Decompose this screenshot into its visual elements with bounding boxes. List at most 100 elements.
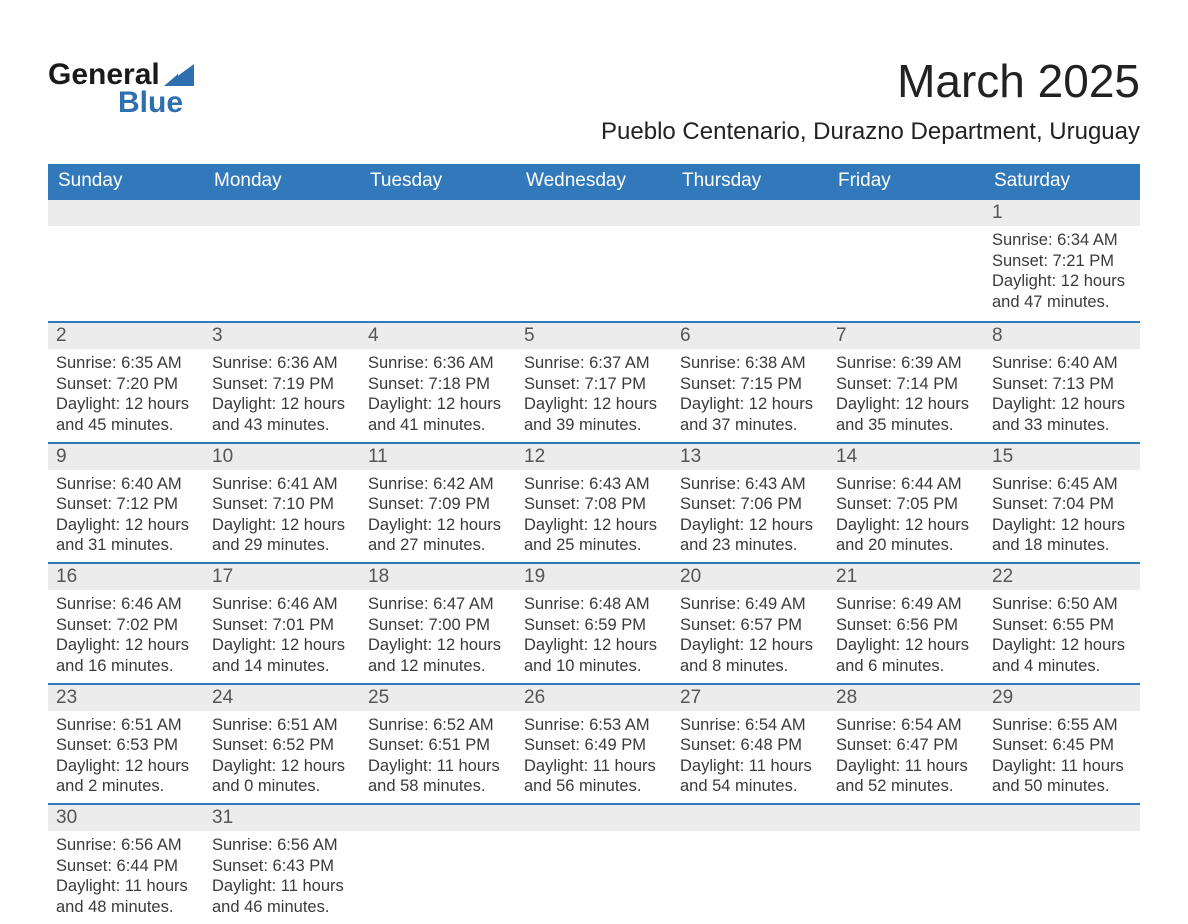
daylight-line1: Daylight: 12 hours <box>524 515 664 536</box>
daylight-line2: and 54 minutes. <box>680 776 820 797</box>
sunrise-text: Sunrise: 6:43 AM <box>680 474 820 495</box>
sunrise-text: Sunrise: 6:47 AM <box>368 594 508 615</box>
daylight-line2: and 46 minutes. <box>212 897 352 918</box>
day-detail-cell: Sunrise: 6:36 AMSunset: 7:18 PMDaylight:… <box>360 349 516 443</box>
day-number-cell: 14 <box>828 443 984 470</box>
sunrise-text: Sunrise: 6:40 AM <box>992 353 1132 374</box>
day-detail-cell: Sunrise: 6:51 AMSunset: 6:53 PMDaylight:… <box>48 711 204 805</box>
day-detail-cell <box>672 226 828 322</box>
day-detail-cell: Sunrise: 6:39 AMSunset: 7:14 PMDaylight:… <box>828 349 984 443</box>
sunset-text: Sunset: 7:10 PM <box>212 494 352 515</box>
sunrise-text: Sunrise: 6:56 AM <box>56 835 196 856</box>
day-detail-cell: Sunrise: 6:53 AMSunset: 6:49 PMDaylight:… <box>516 711 672 805</box>
sunset-text: Sunset: 6:44 PM <box>56 856 196 877</box>
week-detail-row: Sunrise: 6:56 AMSunset: 6:44 PM Daylight:… <box>48 831 1140 924</box>
day-detail-cell <box>48 226 204 322</box>
day-detail-cell: Sunrise: 6:56 AMSunset: 6:43 PMDaylight:… <box>204 831 360 924</box>
day-number-cell: 24 <box>204 684 360 711</box>
week-daynum-row: 2345678 <box>48 322 1140 349</box>
daylight-line1: Daylight: 11 hours <box>992 756 1132 777</box>
daylight-line2: and 56 minutes. <box>524 776 664 797</box>
day-detail-cell <box>360 831 516 924</box>
sunrise-text: Sunrise: 6:38 AM <box>680 353 820 374</box>
day-number-cell: 8 <box>984 322 1140 349</box>
day-detail-cell <box>828 831 984 924</box>
day-number-cell <box>672 199 828 226</box>
daylight-line1: Daylight: 12 hours <box>212 756 352 777</box>
calendar-table: Sunday Monday Tuesday Wednesday Thursday… <box>48 164 1140 924</box>
day-number-cell: 6 <box>672 322 828 349</box>
day-number-cell: 27 <box>672 684 828 711</box>
day-number-cell: 17 <box>204 563 360 590</box>
day-number-cell: 3 <box>204 322 360 349</box>
daylight-line1: Daylight: 12 hours <box>992 394 1132 415</box>
dayheader-tue: Tuesday <box>360 164 516 199</box>
daylight-line1: Daylight: 12 hours <box>56 394 196 415</box>
day-detail-cell <box>828 226 984 322</box>
sunset-text: Sunset: 6:49 PM <box>524 735 664 756</box>
day-number-cell <box>984 804 1140 831</box>
daylight-line1: Daylight: 12 hours <box>992 515 1132 536</box>
day-detail-cell: Sunrise: 6:41 AMSunset: 7:10 PMDaylight:… <box>204 470 360 564</box>
daylight-line1: Daylight: 12 hours <box>56 515 196 536</box>
sunrise-text: Sunrise: 6:55 AM <box>992 715 1132 736</box>
day-number-cell: 11 <box>360 443 516 470</box>
day-detail-cell: Sunrise: 6:40 AMSunset: 7:13 PMDaylight:… <box>984 349 1140 443</box>
daylight-line2: and 2 minutes. <box>56 776 196 797</box>
day-detail-cell: Sunrise: 6:34 AMSunset: 7:21 PMDaylight:… <box>984 226 1140 322</box>
sunrise-text: Sunrise: 6:46 AM <box>212 594 352 615</box>
sunrise-text: Sunrise: 6:43 AM <box>524 474 664 495</box>
day-detail-cell: Sunrise: 6:43 AMSunset: 7:08 PMDaylight:… <box>516 470 672 564</box>
sunset-text: Sunset: 6:51 PM <box>368 735 508 756</box>
day-detail-cell <box>360 226 516 322</box>
sunrise-text: Sunrise: 6:51 AM <box>56 715 196 736</box>
daylight-line1: Daylight: 11 hours <box>212 876 352 897</box>
daylight-line1: Daylight: 11 hours <box>836 756 976 777</box>
day-number-cell: 4 <box>360 322 516 349</box>
sunrise-text: Sunrise: 6:35 AM <box>56 353 196 374</box>
week-daynum-row: 3031 <box>48 804 1140 831</box>
day-detail-cell <box>516 831 672 924</box>
day-number-cell: 25 <box>360 684 516 711</box>
day-number-cell <box>360 804 516 831</box>
logo: General Blue <box>48 58 194 120</box>
dayheader-fri: Friday <box>828 164 984 199</box>
daylight-line2: and 16 minutes. <box>56 656 196 677</box>
sunrise-text: Sunrise: 6:36 AM <box>368 353 508 374</box>
sunset-text: Sunset: 6:59 PM <box>524 615 664 636</box>
daylight-line1: Daylight: 12 hours <box>680 635 820 656</box>
daylight-line1: Daylight: 12 hours <box>992 635 1132 656</box>
daylight-line2: and 50 minutes. <box>992 776 1132 797</box>
sunset-text: Sunset: 6:48 PM <box>680 735 820 756</box>
calendar-body: 1Sunrise: 6:34 AMSunset: 7:21 PMDaylight… <box>48 199 1140 924</box>
daylight-line2: and 27 minutes. <box>368 535 508 556</box>
sunrise-text: Sunrise: 6:36 AM <box>212 353 352 374</box>
daylight-line1: Daylight: 12 hours <box>524 635 664 656</box>
daylight-line2: and 43 minutes. <box>212 415 352 436</box>
daylight-line2: and 20 minutes. <box>836 535 976 556</box>
sunrise-text: Sunrise: 6:48 AM <box>524 594 664 615</box>
daylight-line2: and 35 minutes. <box>836 415 976 436</box>
sunrise-text: Sunrise: 6:37 AM <box>524 353 664 374</box>
day-detail-cell: Sunrise: 6:51 AMSunset: 6:52 PMDaylight:… <box>204 711 360 805</box>
sunrise-text: Sunrise: 6:40 AM <box>56 474 196 495</box>
daylight-line2: and 0 minutes. <box>212 776 352 797</box>
sunrise-text: Sunrise: 6:52 AM <box>368 715 508 736</box>
daylight-line2: and 4 minutes. <box>992 656 1132 677</box>
title-block: March 2025 Pueblo Centenario, Durazno De… <box>601 30 1140 146</box>
daylight-line1: Daylight: 12 hours <box>524 394 664 415</box>
day-detail-cell: Sunrise: 6:46 AMSunset: 7:01 PMDaylight:… <box>204 590 360 684</box>
daylight-line2: and 6 minutes. <box>836 656 976 677</box>
daylight-line1: Daylight: 12 hours <box>680 515 820 536</box>
daylight-line1: Daylight: 12 hours <box>368 394 508 415</box>
daylight-line2: and 39 minutes. <box>524 415 664 436</box>
sunset-text: Sunset: 6:52 PM <box>212 735 352 756</box>
daylight-line1: Daylight: 12 hours <box>368 635 508 656</box>
day-number-cell: 22 <box>984 563 1140 590</box>
daylight-line1: Daylight: 12 hours <box>836 394 976 415</box>
daylight-line1: Daylight: 12 hours <box>836 635 976 656</box>
day-number-cell: 21 <box>828 563 984 590</box>
day-number-cell <box>672 804 828 831</box>
day-detail-cell: Sunrise: 6:38 AMSunset: 7:15 PMDaylight:… <box>672 349 828 443</box>
day-detail-cell: Sunrise: 6:37 AMSunset: 7:17 PMDaylight:… <box>516 349 672 443</box>
